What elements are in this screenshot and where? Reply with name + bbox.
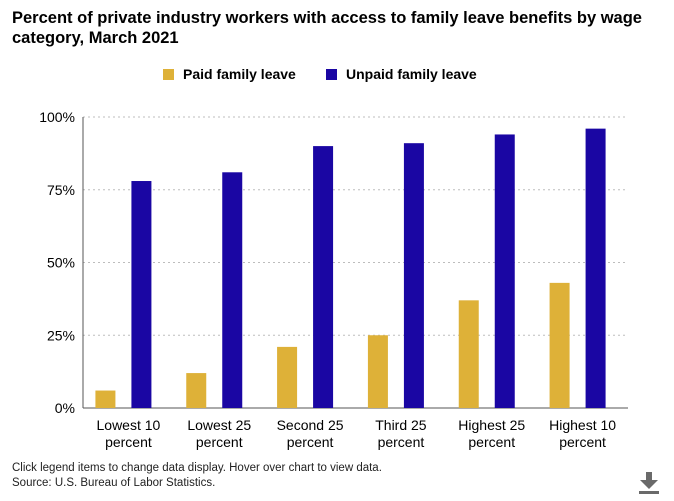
bar-unpaid bbox=[222, 172, 243, 408]
bar-paid bbox=[186, 373, 207, 408]
legend-label-paid: Paid family leave bbox=[183, 66, 296, 82]
x-tick-label: Lowest 10 bbox=[97, 417, 161, 433]
legend-swatch-unpaid bbox=[326, 68, 337, 80]
y-tick-label: 100% bbox=[39, 109, 75, 125]
y-tick-label: 75% bbox=[47, 182, 75, 198]
x-tick-label: Second 25 bbox=[277, 417, 344, 433]
chart-note: Click legend items to change data displa… bbox=[12, 462, 382, 474]
bar-paid bbox=[549, 282, 570, 408]
y-tick-label: 0% bbox=[55, 400, 75, 416]
bar-unpaid bbox=[494, 134, 515, 408]
legend-item-paid[interactable]: Paid family leave bbox=[163, 66, 296, 82]
chart-title: Percent of private industry workers with… bbox=[12, 9, 642, 47]
legend: Paid family leave Unpaid family leave bbox=[0, 66, 674, 84]
x-tick-label: percent bbox=[559, 434, 606, 450]
x-tick-label: percent bbox=[468, 434, 515, 450]
bar-paid bbox=[277, 346, 298, 408]
x-tick-label: percent bbox=[196, 434, 243, 450]
x-tick-label: percent bbox=[287, 434, 334, 450]
x-tick-label: Lowest 25 bbox=[187, 417, 251, 433]
bar-unpaid bbox=[403, 143, 424, 408]
legend-swatch-paid bbox=[163, 68, 174, 80]
x-tick-label: Highest 25 bbox=[458, 417, 525, 433]
y-tick-label: 25% bbox=[47, 327, 75, 343]
x-tick-label: percent bbox=[378, 434, 425, 450]
bar-unpaid bbox=[313, 146, 334, 408]
y-tick-label: 50% bbox=[47, 255, 75, 271]
x-tick-label: percent bbox=[105, 434, 152, 450]
bar-paid bbox=[458, 300, 479, 408]
bar-unpaid bbox=[585, 128, 606, 408]
x-tick-label: Highest 10 bbox=[549, 417, 616, 433]
bar-unpaid bbox=[131, 181, 152, 408]
legend-item-unpaid[interactable]: Unpaid family leave bbox=[326, 66, 477, 82]
x-tick-label: Third 25 bbox=[375, 417, 427, 433]
download-icon[interactable] bbox=[637, 470, 661, 496]
bar-paid bbox=[95, 390, 116, 408]
legend-label-unpaid: Unpaid family leave bbox=[346, 66, 477, 82]
source-note: Source: U.S. Bureau of Labor Statistics. bbox=[12, 477, 216, 489]
bar-paid bbox=[367, 335, 388, 408]
